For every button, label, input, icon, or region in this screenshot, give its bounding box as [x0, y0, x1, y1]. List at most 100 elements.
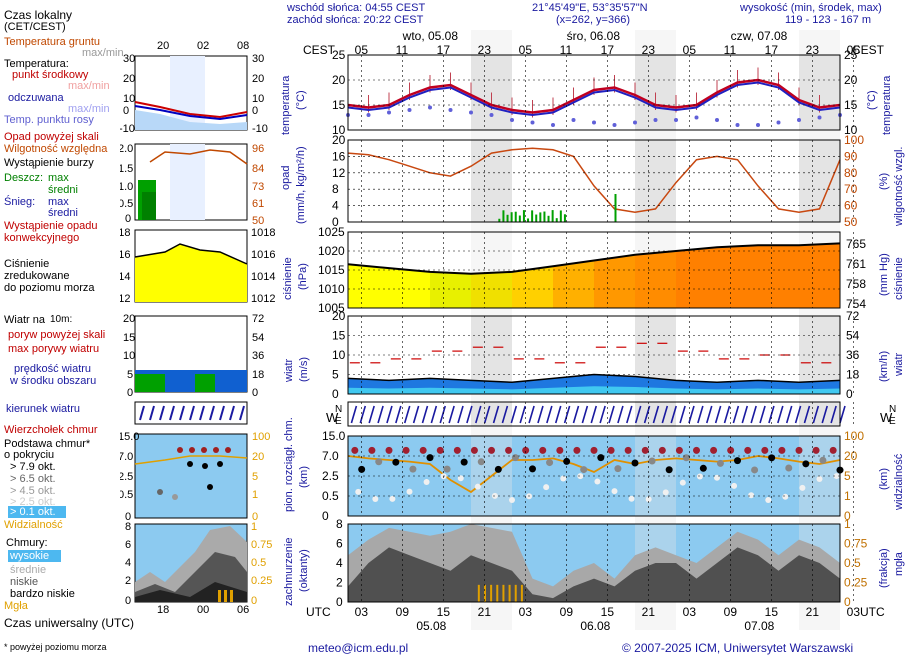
dew-point-dot: [592, 120, 596, 125]
mini-wind-kmh-tick: 72: [252, 313, 264, 325]
legend-cloud-base: Podstawa chmur*: [4, 438, 91, 450]
press-ytick: 1010: [318, 282, 345, 296]
cloud-ytick: 8: [336, 517, 343, 531]
dew-point-dot: [448, 108, 453, 112]
wind-dir-arrow: [812, 405, 820, 424]
wind-dir-arrow: [839, 405, 846, 424]
precip-bar: [535, 214, 538, 222]
legend-rain: Deszcz:: [4, 172, 44, 184]
bottom-hour-label: 09: [724, 605, 738, 619]
precip-bar: [506, 214, 509, 222]
label-pressure-r: ciśnienie: [893, 257, 905, 300]
top-hour-label: 05: [355, 43, 369, 57]
hum-ytick: 60: [844, 199, 858, 213]
footer-email[interactable]: meteo@icm.edu.pl: [308, 641, 409, 655]
top-hour-label: 11: [560, 43, 573, 57]
mini-temp-tick: 20: [123, 73, 135, 85]
label-fog: mgła: [893, 552, 905, 576]
precip-ytick: 0: [332, 215, 339, 229]
dew-point-dot: [469, 110, 473, 115]
wind-dir-arrow: [608, 405, 615, 424]
precip-bar: [518, 215, 521, 222]
wind-dir-arrow: [395, 405, 402, 424]
legend-pressure-1: Ciśnienie: [4, 258, 50, 270]
mini-press-tick-r: 1018: [251, 227, 275, 239]
precip-bar: [522, 210, 525, 222]
precip-bar: [543, 211, 546, 222]
legend-utc-tick: 06: [237, 604, 250, 616]
label-wind: wiatr: [283, 358, 295, 382]
fog-bar: [490, 584, 493, 602]
dew-point-dot: [633, 120, 637, 125]
cloud-base-dot-low: [645, 496, 652, 503]
wind-dir-arrow: [359, 405, 367, 424]
coords-text: 21°45'49"E, 53°35'57"N: [532, 2, 648, 14]
label-cloud-base: pion. rozciągł. chm.: [283, 417, 295, 512]
wind-dir-arrow: [670, 405, 677, 424]
cloud-top-dot: [829, 446, 837, 454]
wind-dir-arrow: [483, 405, 491, 424]
compass-w: W: [326, 410, 339, 425]
wind-dir-arrow: [759, 405, 766, 424]
wind-dir-arrow: [492, 405, 500, 424]
mini-press-tick-r: 1012: [251, 293, 275, 305]
wind-dir-arrow: [661, 405, 669, 424]
mini-wind-kmh-tick: 18: [252, 369, 264, 381]
top-axis-right: CEST: [852, 43, 885, 57]
mini-temp-tick-r: -10: [252, 123, 268, 135]
legend-utc-tick: 00: [197, 604, 210, 616]
pressure-area: [799, 243, 840, 308]
cloud-ytick: 2: [336, 576, 343, 590]
mini-temp-tick-r: 30: [252, 53, 264, 65]
cloud-top-dot: [385, 446, 393, 454]
mini-temp-tick: 10: [123, 93, 135, 105]
wind-dir-arrow: [741, 405, 749, 424]
wind-kmh-ytick: 18: [846, 368, 860, 382]
wind-ytick: 15: [332, 329, 346, 343]
cloud-top-dot: [573, 446, 581, 454]
pressure-area: [676, 247, 717, 308]
dew-point-dot: [551, 123, 555, 127]
legend-precip-occ: Wystąpienie opadu: [4, 220, 98, 232]
panel-bg-prec: [348, 140, 840, 222]
label-pressure-unit: (hPa): [297, 263, 309, 290]
wind-kmh-ytick: 54: [846, 329, 860, 343]
wind-area-low: [348, 386, 840, 394]
legend-high: wysokie: [8, 550, 62, 562]
legend-wind-height: 10m:: [50, 314, 73, 325]
legend-time-local: Czas lokalny: [4, 8, 73, 22]
cloud-base-dot: [716, 459, 724, 467]
wind-dir-arrow: [403, 405, 411, 424]
panel-border-wind: [347, 315, 841, 395]
vis-ytick: 100: [844, 429, 864, 443]
bottom-hour-label: 03: [683, 605, 697, 619]
legend-time-local-sub: (CET/CEST): [4, 21, 66, 33]
panel-border-temp: [347, 54, 841, 131]
wind-dir-arrow: [439, 405, 447, 424]
wind-ytick: 10: [332, 348, 346, 362]
cloud-base-dot-low: [509, 496, 515, 503]
temp-ytick-r: 25: [844, 48, 858, 62]
pressure-area: [635, 251, 676, 308]
cloud-top-dot: [351, 446, 359, 454]
mini-temp-tick: 30: [123, 53, 135, 65]
cloud-base-dot: [392, 458, 400, 466]
wind-dir-arrow: [412, 405, 420, 424]
dew-point-dot: [612, 123, 617, 127]
cloud-low-area: [348, 547, 840, 602]
label-cloudiness-unit: (oktanty): [298, 549, 310, 592]
mini-cb-tick: 15.0: [120, 431, 139, 443]
legend-okt-4: > 2.5 okt.: [10, 496, 56, 508]
cloud-base-dot-low: [714, 474, 720, 481]
mini-fog-tick: 0.75: [251, 539, 272, 551]
label-visibility: widzialność: [893, 453, 905, 510]
cloud-top-dot: [710, 446, 718, 454]
panel-border-cl: [347, 523, 841, 603]
wind-dir-arrow: [652, 405, 660, 424]
legend-gust-over: poryw powyżej skali: [8, 329, 106, 341]
legend-pressure-2: zredukowane: [4, 270, 70, 282]
cloud-top-dot: [556, 446, 564, 454]
label-humidity: wilgotność wzgl.: [893, 146, 905, 226]
cloud-base-dot: [819, 456, 827, 464]
legend-okt-5: > 0.1 okt.: [8, 506, 66, 518]
